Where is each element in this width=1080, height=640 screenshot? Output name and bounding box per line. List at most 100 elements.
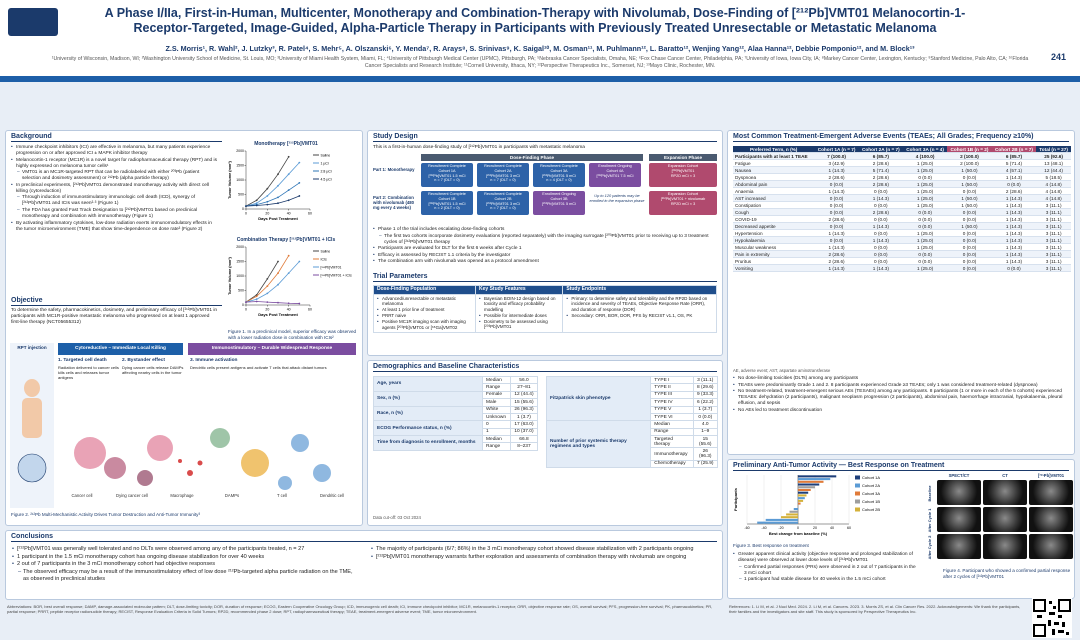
cell: 1 (50.0) bbox=[947, 180, 992, 188]
row: Nausea 1 (14.3) 5 (71.4) 1 (25.0) 1 (50.0) 4 … bbox=[733, 166, 1071, 174]
cell: 1 (14.3) bbox=[991, 194, 1037, 202]
cell: 26 (96.3) bbox=[692, 447, 719, 461]
cell: 0 (0.0) bbox=[858, 250, 903, 258]
scan-image bbox=[983, 507, 1027, 532]
cell: Median bbox=[482, 434, 511, 444]
y-axis-label: Tumor Volume (mm³) bbox=[228, 160, 232, 198]
point bbox=[277, 173, 279, 176]
row: AST increased 0 (0.0) 1 (14.3) 1 (25.0) 1 (5… bbox=[733, 194, 1071, 202]
cell-label: Macrophage bbox=[170, 493, 194, 498]
cell: 1 (25.0) bbox=[902, 201, 948, 209]
cell: Pruritus bbox=[733, 257, 815, 265]
cell: 7 (100.0) bbox=[814, 152, 859, 160]
cell: Participants with at least 1 TEAE bbox=[733, 152, 815, 160]
scan-row-label: After Cycle 2 bbox=[927, 535, 932, 560]
box-line: [²¹²Pb]VMT01 bbox=[671, 168, 695, 173]
column-header: Study Endpoints bbox=[562, 285, 717, 295]
cell bbox=[104, 457, 126, 479]
section-heading: Preliminary Anti-Tumor Activity — Best R… bbox=[733, 462, 1069, 471]
scan-image bbox=[1029, 534, 1073, 559]
cell: 2 (28.6) bbox=[814, 215, 859, 223]
section-heading: Conclusions bbox=[11, 533, 717, 542]
bullet: TEAEs were predominantly Grade 1 and 2. … bbox=[733, 383, 1069, 389]
bullet: 1 participant in the 1.5 mCi monotherapy… bbox=[12, 554, 357, 561]
bullet: Bayesian BOIN-12 design based on toxicit… bbox=[479, 296, 559, 313]
cell: Bayesian BOIN-12 design based on toxicit… bbox=[475, 293, 564, 333]
section-heading: Study Design bbox=[373, 133, 717, 142]
row: Hypokalaemia 0 (0.0) 1 (14.3) 1 (25.0) 0 (0.… bbox=[733, 236, 1071, 244]
legend-label: Saline bbox=[321, 249, 331, 253]
x-tick-label: 0 bbox=[245, 308, 247, 312]
header-label: Immunostimulatory – Durable Widespread R… bbox=[211, 346, 333, 351]
cell: TYPE II bbox=[650, 383, 694, 392]
step-text: Radiation delivered to cancer cells kill… bbox=[58, 365, 119, 380]
cell: 0 (0.0) bbox=[947, 215, 992, 223]
x-tick-label: 20 bbox=[265, 212, 269, 216]
point bbox=[266, 195, 269, 197]
x-tick-label: 40 bbox=[287, 308, 291, 312]
cell: 3 (11.1) bbox=[1036, 250, 1071, 258]
header-label: Cytoreductive – Immediate Local Killing bbox=[75, 346, 166, 351]
bullet: Greater apparent clinical activity (obje… bbox=[733, 552, 918, 564]
cell: 1–9 bbox=[692, 427, 719, 437]
row: Anaemia 1 (14.3) 0 (0.0) 1 (25.0) 0 (0.0) 2 (… bbox=[733, 187, 1071, 195]
point bbox=[287, 155, 290, 158]
point bbox=[298, 260, 301, 263]
cell: 12 (44.4) bbox=[509, 390, 539, 400]
figure-body bbox=[22, 398, 42, 438]
cell: 8 (29.6) bbox=[692, 383, 719, 392]
bullet: Efficacy is assessed by RECIST 1.1 crite… bbox=[373, 253, 713, 259]
cell-label: Dying cancer cell bbox=[116, 493, 148, 498]
footnote: Data cut-off: 03 Oct 2024 bbox=[373, 515, 421, 520]
cell: 0 (0.0) bbox=[902, 173, 948, 181]
cell: 0 (0.0) bbox=[991, 264, 1037, 272]
row: Range 8–237 bbox=[374, 442, 539, 451]
bar bbox=[786, 513, 798, 516]
conclusions-panel: Conclusions [²¹²Pb]VMT01 was generally w… bbox=[5, 530, 723, 600]
cell: 0 (0.0) bbox=[947, 264, 992, 272]
cell: 1 (14.3) bbox=[814, 166, 859, 174]
cell: 3 (11.1) bbox=[1036, 215, 1071, 223]
legend-label: 2.8 µCi bbox=[321, 169, 332, 173]
series-line bbox=[245, 182, 300, 207]
bullet: [²¹²Pb]VMT01 monotherapy warrants furthe… bbox=[371, 554, 716, 561]
series-line bbox=[245, 261, 300, 303]
cell: 0 (0.0) bbox=[814, 201, 859, 209]
row: Pain in extremity 2 (28.6) 0 (0.0) 0 (0.0) 0… bbox=[733, 250, 1071, 258]
cell: 1 (25.0) bbox=[902, 187, 948, 195]
scan-column-label: [²⁰³Pb]VMT01 bbox=[1037, 473, 1065, 478]
point bbox=[298, 161, 301, 164]
qr-finder bbox=[1058, 599, 1071, 612]
scan-column-label: SPECT/CT bbox=[948, 473, 970, 478]
legend-label: [²¹²Pb]VMT01 bbox=[321, 265, 342, 269]
header-band bbox=[58, 343, 183, 355]
y-tick-label: 1000 bbox=[236, 274, 244, 278]
cell: Decreased appetite bbox=[733, 222, 815, 230]
y-tick-label: 2000 bbox=[236, 149, 244, 153]
point bbox=[277, 272, 279, 274]
bullet: The combination arm with nivolumab was o… bbox=[373, 259, 713, 265]
trial-parameters-table: Dose-Finding Population Key Study Feature… bbox=[372, 285, 717, 333]
bullet: Possible for intermediate doses bbox=[479, 313, 559, 319]
cell: 25 (92.6) bbox=[1036, 152, 1071, 160]
references: References: 1. Li M, et al. J Nucl Med. … bbox=[729, 604, 1021, 614]
cell: 5 (18.5) bbox=[1036, 173, 1071, 181]
cell: 1 (14.3) bbox=[991, 236, 1037, 244]
cell: 26 (96.3) bbox=[509, 405, 539, 414]
cell: TYPE III bbox=[650, 390, 694, 400]
cell: Constipation bbox=[733, 201, 815, 209]
cell: 3 (11.1) bbox=[1036, 236, 1071, 244]
cell: TYPE I bbox=[650, 375, 694, 385]
cell: 4 (100.0) bbox=[902, 152, 948, 160]
cell: 1 (14.3) bbox=[991, 257, 1037, 265]
cell: 0 (0.0) bbox=[991, 180, 1037, 188]
box-line: Cohort 3B bbox=[550, 196, 568, 201]
y-axis-label: Tumor Volume (mm³) bbox=[228, 256, 232, 294]
cell: 1 (3.7) bbox=[509, 412, 539, 422]
point bbox=[287, 254, 290, 257]
cell: 0 (0.0) bbox=[692, 412, 719, 422]
cell: 6 (85.7) bbox=[858, 152, 903, 160]
scan-row-label: Baseline bbox=[927, 485, 932, 502]
label: RPT injection bbox=[17, 345, 47, 350]
chart: Monotherapy [²¹²Pb]VMT01 0 500 1000 1500 2000… bbox=[228, 141, 332, 221]
